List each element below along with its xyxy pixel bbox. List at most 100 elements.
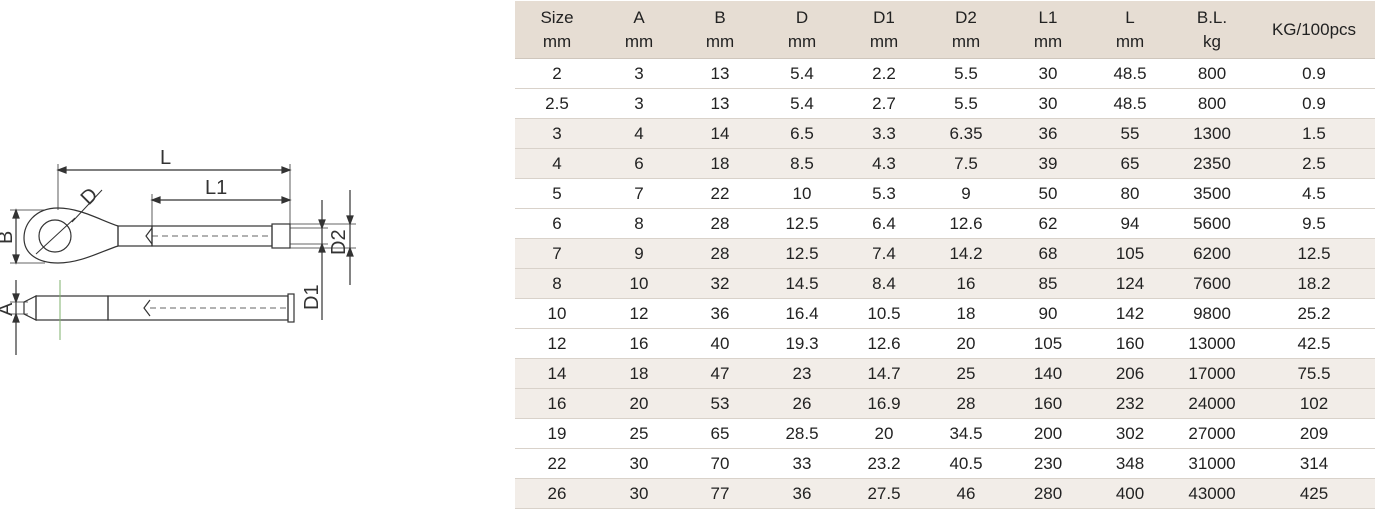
table-cell: 16.4 [761,298,843,329]
table-cell: 105 [1089,238,1171,269]
table-row: 8 10 32 14.5 8.4 16 85 124 7600 18.2 [515,268,1375,299]
table-cell: 5.5 [925,88,1007,119]
table-cell: 25.2 [1253,298,1375,329]
column-header: B.L. kg [1171,1,1253,59]
table-cell: 7 [515,238,599,269]
table-cell: 14 [679,118,761,149]
column-name: A [633,7,645,27]
table-cell: 62 [1007,208,1089,239]
table-cell: 160 [1089,328,1171,359]
table-cell: 9 [599,238,679,269]
table-cell: 0.9 [1253,88,1375,119]
column-name: B.L. [1196,7,1228,27]
table-cell: 47 [679,358,761,389]
table-cell: 10 [599,268,679,299]
table-cell: 26 [515,478,599,509]
table-cell: 23 [761,358,843,389]
eye-body-outline [23,207,119,264]
table-cell: 16 [599,328,679,359]
table-cell: 28 [925,388,1007,419]
table-cell: 200 [1007,418,1089,449]
eye-hole-center-line [35,217,76,255]
table-row: 2 3 13 5.4 2.2 5.5 30 48.5 800 0.9 [515,58,1375,89]
table-cell: 800 [1171,58,1253,89]
table-cell: 6200 [1171,238,1253,269]
table-cell: 28 [679,208,761,239]
table-cell: 27.5 [843,478,925,509]
table-cell: 18 [679,148,761,179]
table-cell: 280 [1007,478,1089,509]
table-cell: 232 [1089,388,1171,419]
table-cell: 12.6 [925,208,1007,239]
table-cell: 23.2 [843,448,925,479]
table-cell: 7.5 [925,148,1007,179]
technical-drawing: L L1 D B A D1 D2 [0,130,370,370]
table-cell: 348 [1089,448,1171,479]
table-cell: 13 [679,58,761,89]
table-cell: 6 [515,208,599,239]
label-D2: D2 [328,229,350,255]
column-name: L [1125,7,1135,27]
table-cell: 12.6 [843,328,925,359]
table-cell: 94 [1089,208,1171,239]
table-cell: 16 [515,388,599,419]
table-cell: 9 [925,178,1007,209]
table-cell: 40.5 [925,448,1007,479]
table-cell: 26 [761,388,843,419]
table-cell: 14.7 [843,358,925,389]
table-cell: 140 [1007,358,1089,389]
table-cell: 53 [679,388,761,419]
table-cell: 800 [1171,88,1253,119]
table-cell: 55 [1089,118,1171,149]
table-cell: 77 [679,478,761,509]
column-unit: mm [705,31,735,51]
table-row: 6 8 28 12.5 6.4 12.6 62 94 5600 9.5 [515,208,1375,239]
table-cell: 425 [1253,478,1375,509]
table-cell: 14.5 [761,268,843,299]
table-cell: 3500 [1171,178,1253,209]
table-cell: 5.4 [761,58,843,89]
column-unit: mm [1115,31,1145,51]
column-name: KG/100pcs [1271,19,1357,39]
table-cell: 36 [1007,118,1089,149]
column-header: Size mm [515,1,599,59]
column-header: KG/100pcs [1253,1,1375,59]
table-cell: 3 [599,88,679,119]
eye-shank [117,225,153,247]
table-cell: 2.2 [843,58,925,89]
table-cell: 9800 [1171,298,1253,329]
table-cell: 68 [1007,238,1089,269]
table-cell: 90 [1007,298,1089,329]
table-cell: 0.9 [1253,58,1375,89]
table-cell: 18 [599,358,679,389]
table-cell: 7.4 [843,238,925,269]
table-cell: 17000 [1171,358,1253,389]
table-cell: 46 [925,478,1007,509]
table-cell: 48.5 [1089,58,1171,89]
column-unit: mm [787,31,817,51]
table-cell: 65 [679,418,761,449]
table-cell: 14 [515,358,599,389]
column-name: D2 [955,7,977,27]
table-cell: 2 [515,58,599,89]
table-cell: 3 [599,58,679,89]
column-header: D1 mm [843,1,925,59]
table-cell: 42.5 [1253,328,1375,359]
table-row: 10 12 36 16.4 10.5 18 90 142 9800 25.2 [515,298,1375,329]
side-body [35,295,109,321]
table-cell: 36 [761,478,843,509]
table-cell: 12.5 [761,238,843,269]
table-cell: 8.5 [761,148,843,179]
table-cell: 4 [599,118,679,149]
table-cell: 4 [515,148,599,179]
table-cell: 30 [1007,58,1089,89]
column-unit: mm [542,31,572,51]
drawing-svg: L L1 D B A D1 D2 [0,147,356,355]
column-unit: mm [869,31,899,51]
table-cell: 206 [1089,358,1171,389]
table-cell: 32 [679,268,761,299]
